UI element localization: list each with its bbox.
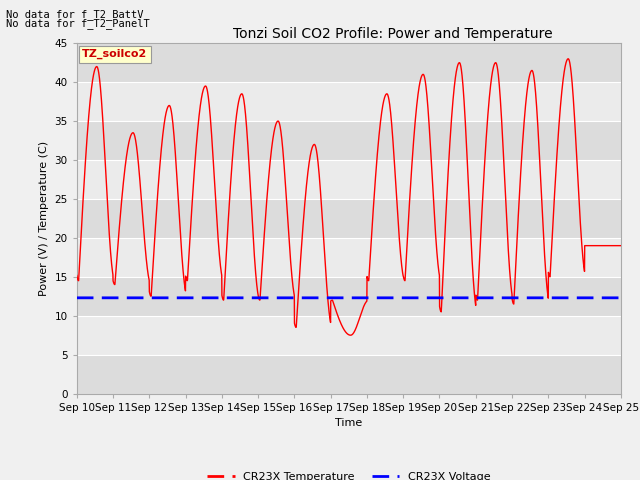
Text: TZ_soilco2: TZ_soilco2	[82, 49, 147, 60]
Bar	[77, 316, 621, 355]
Text: No data for f_T2_BattV: No data for f_T2_BattV	[6, 9, 144, 20]
Bar	[77, 277, 621, 316]
Bar	[77, 238, 621, 277]
Bar	[77, 43, 621, 82]
X-axis label: Time: Time	[335, 418, 362, 428]
Bar	[77, 82, 621, 121]
Bar	[77, 199, 621, 238]
Bar	[77, 121, 621, 160]
Text: No data for f_T2_PanelT: No data for f_T2_PanelT	[6, 18, 150, 29]
Legend: CR23X Temperature, CR23X Voltage: CR23X Temperature, CR23X Voltage	[202, 467, 495, 480]
Title: Tonzi Soil CO2 Profile: Power and Temperature: Tonzi Soil CO2 Profile: Power and Temper…	[232, 27, 552, 41]
Bar	[77, 355, 621, 394]
Y-axis label: Power (V) / Temperature (C): Power (V) / Temperature (C)	[39, 141, 49, 296]
Bar	[77, 160, 621, 199]
